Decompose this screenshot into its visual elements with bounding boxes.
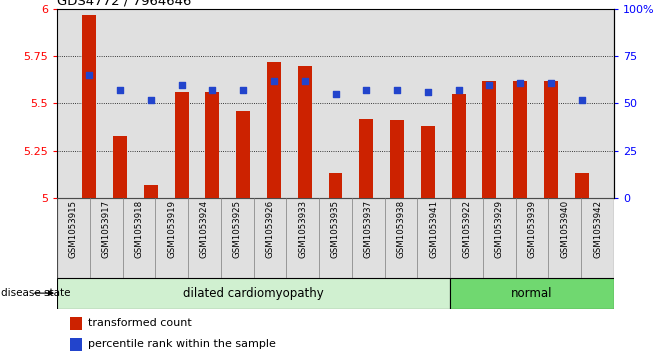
Bar: [70, 338, 83, 351]
Bar: [298, 66, 311, 198]
Bar: [516, 198, 548, 278]
Bar: [329, 173, 342, 198]
Bar: [57, 198, 90, 278]
Point: [423, 89, 433, 95]
Bar: [548, 198, 581, 278]
Text: disease state: disease state: [1, 288, 70, 298]
Point: [84, 72, 95, 78]
Point: [299, 78, 310, 84]
Text: GDS4772 / 7964646: GDS4772 / 7964646: [57, 0, 191, 8]
Point: [238, 87, 248, 93]
Bar: [384, 198, 417, 278]
Bar: [390, 121, 404, 198]
Bar: [544, 81, 558, 198]
Point: [176, 82, 187, 87]
Text: transformed count: transformed count: [88, 318, 192, 328]
Bar: [83, 15, 96, 198]
Bar: [482, 81, 497, 198]
Bar: [581, 198, 614, 278]
Text: GSM1053929: GSM1053929: [495, 200, 504, 258]
Text: GSM1053937: GSM1053937: [364, 200, 373, 258]
Bar: [236, 111, 250, 198]
Bar: [267, 62, 281, 198]
Point: [146, 97, 156, 103]
Bar: [57, 278, 450, 309]
Point: [115, 87, 125, 93]
Bar: [70, 317, 83, 330]
Text: percentile rank within the sample: percentile rank within the sample: [88, 339, 276, 350]
Bar: [352, 198, 384, 278]
Point: [207, 87, 218, 93]
Bar: [188, 198, 221, 278]
Point: [484, 82, 495, 87]
Bar: [513, 81, 527, 198]
Text: GSM1053941: GSM1053941: [429, 200, 438, 258]
Text: normal: normal: [511, 287, 553, 299]
Bar: [360, 119, 373, 198]
Point: [576, 97, 587, 103]
Bar: [421, 126, 435, 198]
Text: GSM1053915: GSM1053915: [69, 200, 78, 258]
Bar: [450, 278, 614, 309]
Point: [546, 80, 556, 86]
Bar: [123, 198, 155, 278]
Text: GSM1053918: GSM1053918: [134, 200, 144, 258]
Bar: [155, 198, 188, 278]
Bar: [90, 198, 123, 278]
Text: GSM1053938: GSM1053938: [397, 200, 405, 258]
Bar: [174, 92, 189, 198]
Bar: [254, 198, 287, 278]
Point: [330, 91, 341, 97]
Text: GSM1053919: GSM1053919: [167, 200, 176, 258]
Point: [361, 87, 372, 93]
Text: GSM1053917: GSM1053917: [102, 200, 111, 258]
Bar: [144, 185, 158, 198]
Text: GSM1053933: GSM1053933: [298, 200, 307, 258]
Text: GSM1053940: GSM1053940: [560, 200, 569, 258]
Point: [515, 80, 525, 86]
Text: GSM1053939: GSM1053939: [527, 200, 537, 258]
Text: GSM1053924: GSM1053924: [200, 200, 209, 258]
Text: GSM1053935: GSM1053935: [331, 200, 340, 258]
Text: GSM1053922: GSM1053922: [462, 200, 471, 258]
Bar: [483, 198, 516, 278]
Bar: [287, 198, 319, 278]
Bar: [205, 92, 219, 198]
Bar: [221, 198, 254, 278]
Point: [453, 87, 464, 93]
Text: GSM1053942: GSM1053942: [593, 200, 602, 258]
Bar: [575, 173, 588, 198]
Bar: [319, 198, 352, 278]
Bar: [450, 198, 483, 278]
Bar: [113, 135, 127, 198]
Bar: [417, 198, 450, 278]
Text: GSM1053926: GSM1053926: [266, 200, 274, 258]
Text: GSM1053925: GSM1053925: [233, 200, 242, 258]
Point: [392, 87, 403, 93]
Point: [268, 78, 279, 84]
Text: dilated cardiomyopathy: dilated cardiomyopathy: [183, 287, 324, 299]
Bar: [452, 94, 466, 198]
